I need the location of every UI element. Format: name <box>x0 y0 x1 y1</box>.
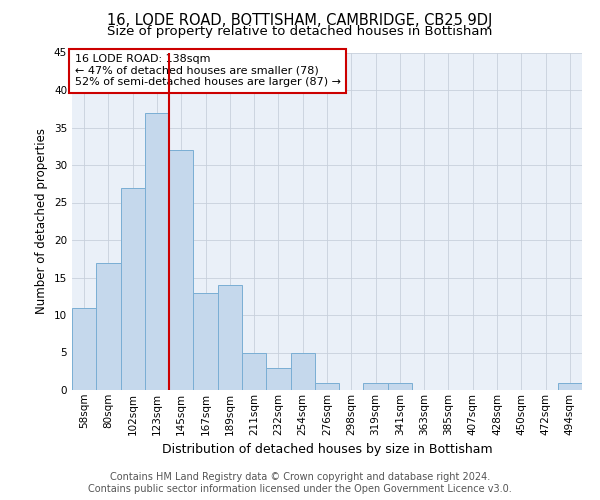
X-axis label: Distribution of detached houses by size in Bottisham: Distribution of detached houses by size … <box>161 443 493 456</box>
Bar <box>72 308 96 390</box>
Y-axis label: Number of detached properties: Number of detached properties <box>35 128 49 314</box>
Bar <box>193 292 218 390</box>
Bar <box>242 352 266 390</box>
Text: 16 LODE ROAD: 138sqm
← 47% of detached houses are smaller (78)
52% of semi-detac: 16 LODE ROAD: 138sqm ← 47% of detached h… <box>74 54 341 88</box>
Bar <box>121 188 145 390</box>
Bar <box>558 382 582 390</box>
Bar <box>266 368 290 390</box>
Bar <box>315 382 339 390</box>
Bar <box>145 112 169 390</box>
Bar <box>388 382 412 390</box>
Bar <box>169 150 193 390</box>
Bar <box>290 352 315 390</box>
Text: Contains HM Land Registry data © Crown copyright and database right 2024.
Contai: Contains HM Land Registry data © Crown c… <box>88 472 512 494</box>
Text: 16, LODE ROAD, BOTTISHAM, CAMBRIDGE, CB25 9DJ: 16, LODE ROAD, BOTTISHAM, CAMBRIDGE, CB2… <box>107 12 493 28</box>
Text: Size of property relative to detached houses in Bottisham: Size of property relative to detached ho… <box>107 25 493 38</box>
Bar <box>218 285 242 390</box>
Bar <box>96 262 121 390</box>
Bar <box>364 382 388 390</box>
